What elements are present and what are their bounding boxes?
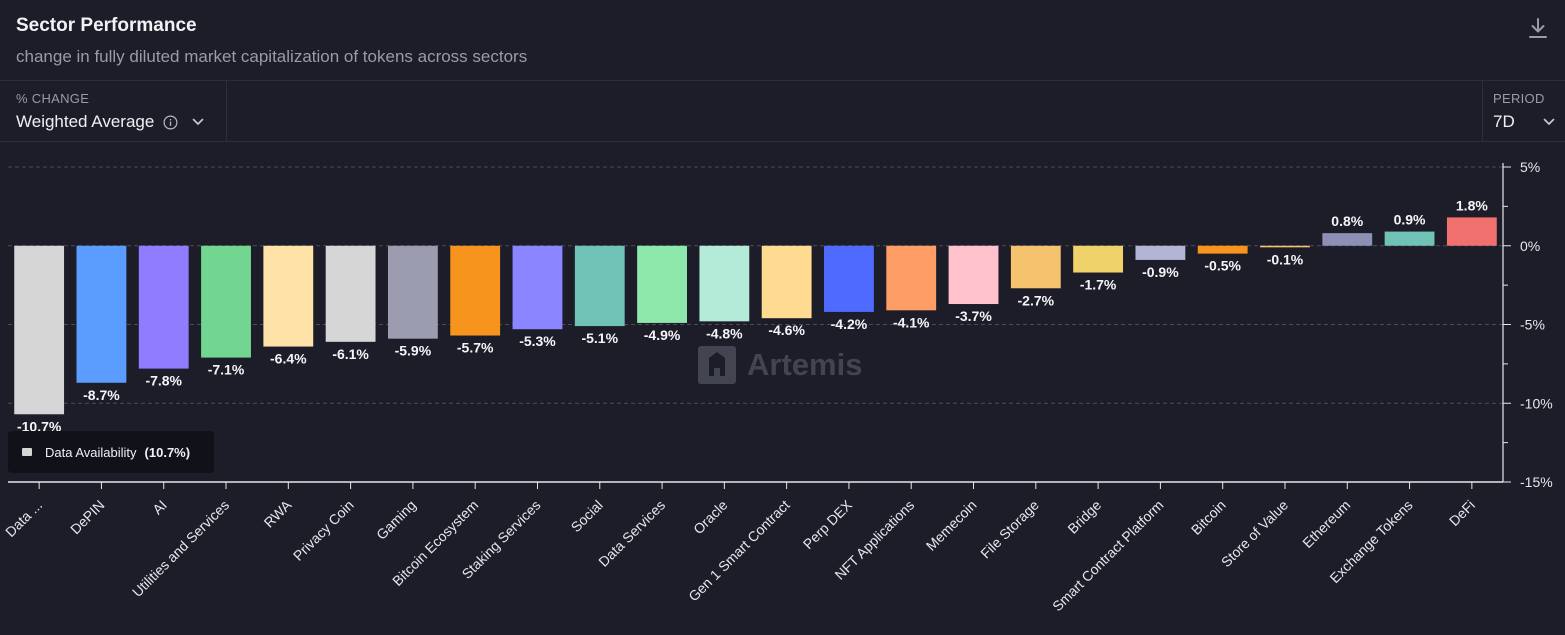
data-label: -4.2% <box>831 316 868 332</box>
period-value: 7D <box>1493 112 1515 131</box>
info-icon[interactable] <box>163 115 178 130</box>
bar <box>824 245 874 312</box>
bar <box>14 245 65 415</box>
download-icon[interactable] <box>1527 16 1549 40</box>
bar <box>574 245 625 327</box>
data-label: -6.4% <box>270 351 307 367</box>
x-tick-label: Gen 1 Smart Contract <box>685 497 793 605</box>
data-label: -10.7% <box>17 418 62 434</box>
data-label: -4.8% <box>706 325 743 341</box>
x-tick-label: Bitcoin <box>1188 497 1229 538</box>
x-tick-label: DePIN <box>67 497 107 537</box>
period-dropdown[interactable]: 7D <box>1493 112 1555 132</box>
bar <box>1073 245 1124 273</box>
watermark: Artemis <box>697 345 862 385</box>
chart-controls: % CHANGE Weighted Average PERIOD 7D <box>0 80 1565 142</box>
y-tick-label: -5% <box>1520 317 1545 333</box>
watermark-text: Artemis <box>747 347 863 382</box>
artemis-logo-icon <box>698 346 736 384</box>
bar <box>138 245 189 369</box>
x-tick-label: RWA <box>261 496 295 530</box>
bar <box>1322 233 1373 246</box>
x-tick-label: Perp DEX <box>800 496 856 552</box>
data-label: -4.1% <box>893 314 930 330</box>
bar <box>1010 245 1061 289</box>
chart-subtitle: change in fully diluted market capitaliz… <box>16 47 528 66</box>
x-tick-label: Bridge <box>1064 497 1104 537</box>
x-tick-label: Smart Contract Platform <box>1049 497 1166 614</box>
x-tick-label: Ethereum <box>1299 497 1353 551</box>
bar <box>1135 245 1186 260</box>
data-label: -8.7% <box>83 387 120 403</box>
data-label: -5.3% <box>519 333 556 349</box>
data-label: 0.9% <box>1394 212 1426 228</box>
chevron-down-icon <box>192 118 204 125</box>
bar <box>1384 231 1435 246</box>
y-tick-label: -10% <box>1520 395 1553 411</box>
data-label: -5.7% <box>457 340 494 356</box>
bar <box>325 245 376 342</box>
chart-title: Sector Performance <box>16 15 197 36</box>
chart-header: Sector Performance change in fully dilut… <box>0 0 1565 80</box>
data-label: 1.8% <box>1456 197 1488 213</box>
change-dropdown[interactable]: Weighted Average <box>16 112 204 132</box>
bar <box>201 245 251 358</box>
x-tick-label: Store of Value <box>1218 497 1291 570</box>
data-label: -0.1% <box>1267 251 1304 267</box>
bar <box>263 245 314 347</box>
period-caption: PERIOD <box>1493 91 1545 106</box>
x-tick-label: Utilities and Services <box>129 497 232 600</box>
bar <box>387 245 438 339</box>
data-label: -4.6% <box>768 322 805 338</box>
data-label: -4.9% <box>644 327 681 343</box>
x-tick-label: Gaming <box>373 497 419 543</box>
data-label: -3.7% <box>955 308 992 324</box>
tooltip: Data Availability (10.7%) <box>8 431 214 473</box>
data-label: -0.5% <box>1204 258 1241 274</box>
data-label: -5.9% <box>395 343 432 359</box>
chevron-down-icon <box>1543 118 1555 125</box>
tooltip-label: Data Availability <box>45 444 137 460</box>
data-label: 0.8% <box>1331 213 1363 229</box>
data-label: -6.1% <box>332 346 369 362</box>
x-tick-label: AI <box>149 497 170 518</box>
data-label: -2.7% <box>1018 292 1055 308</box>
bar <box>886 245 937 311</box>
bar <box>1197 245 1248 254</box>
bar <box>1446 217 1497 246</box>
bar <box>948 245 999 305</box>
y-tick-label: 0% <box>1520 238 1540 254</box>
bar-chart: 5% 0% -5% -10% -15% -10.7% Data ... -8.7% DePIN -… <box>2 159 1553 614</box>
x-tick-label: Memecoin <box>923 497 980 554</box>
y-tick-label: 5% <box>1520 159 1540 175</box>
bar <box>761 245 812 319</box>
data-label: -1.7% <box>1080 277 1117 293</box>
bar <box>76 245 127 383</box>
tooltip-swatch <box>22 448 32 456</box>
period-selector[interactable]: PERIOD 7D <box>1482 81 1565 141</box>
y-tick-label: -15% <box>1520 474 1553 490</box>
data-label: -7.8% <box>145 373 182 389</box>
bar <box>699 245 750 322</box>
data-label: -7.1% <box>208 362 245 378</box>
x-tick-label: Data ... <box>2 497 45 540</box>
change-caption: % CHANGE <box>16 91 90 106</box>
data-label: -5.1% <box>581 330 618 346</box>
x-tick-label: Privacy Coin <box>290 497 357 564</box>
x-tick-label: Oracle <box>690 497 731 538</box>
bar <box>1260 245 1310 248</box>
data-label: -0.9% <box>1142 264 1179 280</box>
bar <box>512 245 563 330</box>
x-tick-label: File Storage <box>977 497 1042 562</box>
change-selector[interactable]: % CHANGE Weighted Average <box>0 81 227 141</box>
change-value: Weighted Average <box>16 112 155 131</box>
x-tick-label: Social <box>568 497 606 535</box>
bar <box>637 245 687 323</box>
bar <box>450 245 501 336</box>
x-tick-label: DeFi <box>1446 497 1478 529</box>
x-tick-label: Data Services <box>595 497 668 570</box>
tooltip-value: (10.7%) <box>144 444 191 460</box>
